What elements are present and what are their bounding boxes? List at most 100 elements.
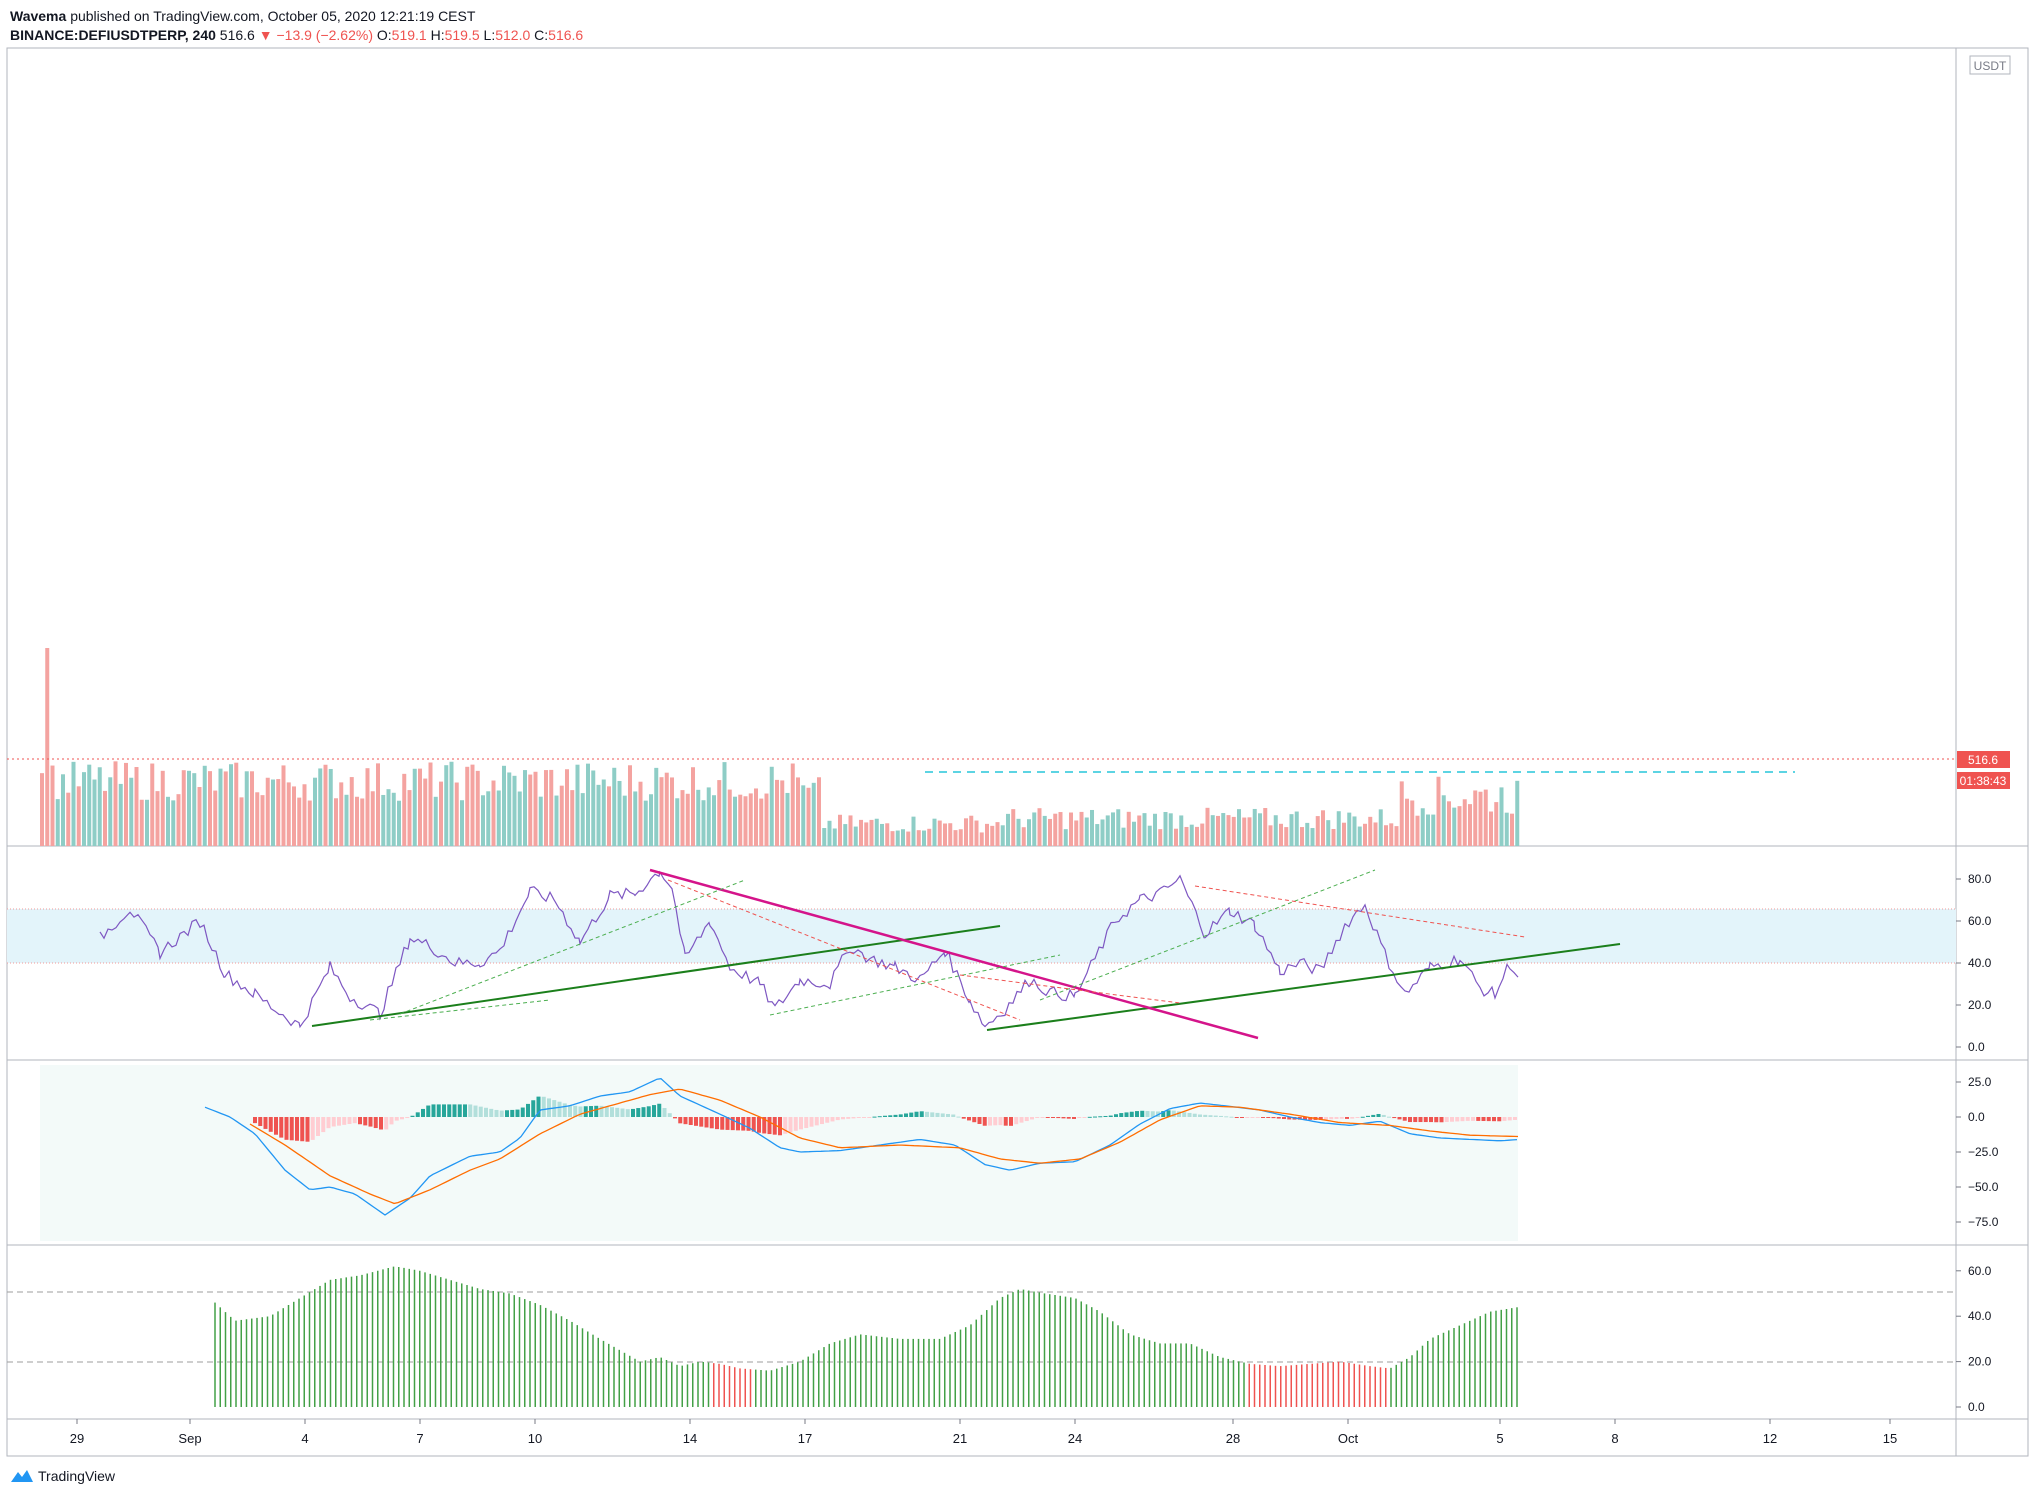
volume-bar: [502, 765, 506, 846]
macd-histogram-bar: [389, 1117, 394, 1125]
volume-bar: [1021, 827, 1026, 846]
macd-histogram-bar: [394, 1117, 399, 1121]
volume-bar: [391, 792, 396, 846]
volume-bar: [1100, 819, 1105, 846]
volume-bar: [659, 777, 664, 846]
volume-bar: [654, 767, 659, 846]
macd-histogram-bar: [1486, 1117, 1491, 1122]
macd-histogram-bar: [457, 1104, 462, 1117]
macd-histogram-bar: [1376, 1113, 1381, 1117]
volume-bar: [1462, 799, 1467, 846]
macd-histogram-bar: [972, 1117, 977, 1123]
macd-histogram-bar: [982, 1117, 987, 1126]
volume-bar: [181, 770, 186, 846]
macd-histogram-bar: [426, 1105, 431, 1117]
volume-bar: [402, 773, 407, 846]
macd-histogram-bar: [1350, 1117, 1355, 1119]
volume-bar: [943, 823, 947, 846]
time-tick-label: 5: [1496, 1431, 1503, 1446]
time-tick-label: 29: [70, 1431, 84, 1446]
volume-bar: [1441, 795, 1446, 846]
volume-bar: [1447, 801, 1451, 846]
rsi-dashed-line: [399, 879, 746, 1015]
macd-histogram-bar: [862, 1117, 866, 1118]
macd-histogram-bar: [625, 1109, 630, 1117]
macd-histogram-bar: [620, 1108, 625, 1117]
down-arrow-icon: ▼: [258, 27, 273, 43]
macd-histogram-bar: [1345, 1117, 1349, 1119]
volume-bar: [355, 796, 359, 846]
macd-histogram-bar: [935, 1112, 940, 1117]
volume-bar: [1300, 827, 1304, 846]
currency-badge[interactable]: [1969, 55, 2011, 75]
volume-bar: [727, 789, 732, 846]
macd-histogram-bar: [1224, 1116, 1229, 1118]
volume-bar: [691, 767, 695, 846]
macd-histogram-bar: [809, 1117, 814, 1127]
volume-bar: [764, 793, 769, 846]
macd-histogram-bar: [1166, 1110, 1171, 1117]
macd-histogram-bar: [846, 1117, 851, 1119]
volume-bar: [1273, 815, 1278, 846]
macd-tick-label: −50.0: [1968, 1180, 1999, 1194]
macd-histogram-bar: [1145, 1111, 1150, 1117]
author-name[interactable]: Wavema: [10, 8, 67, 24]
volume-bar: [1048, 818, 1052, 846]
volume-bar: [187, 770, 191, 846]
macd-histogram-bar: [788, 1117, 793, 1133]
symbol-name[interactable]: BINANCE:DEFIUSDTPERP, 240: [10, 27, 216, 43]
volume-bar: [1342, 822, 1346, 846]
volume-bar: [1006, 813, 1010, 846]
macd-histogram-bar: [573, 1105, 578, 1117]
volume-bar: [412, 768, 417, 846]
volume-bar: [722, 762, 727, 846]
tradingview-logo-icon[interactable]: [10, 1468, 34, 1484]
volume-bar: [1268, 825, 1273, 846]
volume-bar: [108, 777, 113, 846]
macd-histogram-bar: [1129, 1111, 1134, 1117]
volume-bar: [1310, 828, 1315, 846]
volume-bar: [454, 782, 459, 846]
volume-bar: [880, 823, 884, 846]
volume-bar: [958, 829, 963, 846]
volume-bar: [155, 791, 160, 846]
macd-histogram-bar: [594, 1105, 599, 1117]
macd-histogram-bar: [1135, 1111, 1139, 1117]
macd-histogram-bar: [1124, 1112, 1129, 1117]
macd-histogram-bar: [1019, 1117, 1024, 1123]
macd-histogram-bar: [1255, 1117, 1260, 1118]
volume-bar: [244, 771, 249, 846]
volume-bar: [1116, 809, 1121, 846]
macd-histogram-bar: [1266, 1117, 1271, 1118]
volume-bar: [1399, 781, 1404, 846]
volume-bar: [1352, 816, 1357, 846]
volume-bar: [649, 794, 653, 846]
time-axis[interactable]: 29 Sep 4 7 10 14 17 21 24 28 Oct 5 8 12 15: [70, 1419, 1897, 1446]
rsi-line: [99, 868, 1621, 1040]
macd-histogram-bar: [400, 1117, 404, 1120]
volume-bar: [265, 777, 270, 846]
macd-histogram-bar: [1413, 1117, 1418, 1123]
volume-bar: [979, 832, 984, 846]
volume-bar: [208, 771, 212, 846]
volume-bar: [475, 770, 480, 846]
volume-bar: [822, 828, 827, 846]
macd-histogram-bar: [919, 1111, 924, 1117]
macd-histogram-bar: [1229, 1116, 1234, 1118]
volume-bar: [859, 819, 863, 846]
volume-bar: [202, 765, 207, 846]
volume-bar: [124, 762, 128, 846]
footer-brand[interactable]: TradingView: [38, 1468, 116, 1484]
macd-histogram-bar: [1381, 1114, 1386, 1117]
volume-bar: [61, 774, 65, 846]
volume-bar: [1074, 820, 1079, 846]
volume-bar: [607, 786, 611, 846]
volume-bar: [423, 778, 428, 846]
macd-histogram-bar: [930, 1112, 935, 1117]
volume-bar: [806, 787, 811, 846]
volume-bar: [87, 764, 92, 846]
volume-bar: [1231, 816, 1236, 846]
volume-bar: [733, 796, 737, 846]
volume-bar: [150, 763, 155, 846]
